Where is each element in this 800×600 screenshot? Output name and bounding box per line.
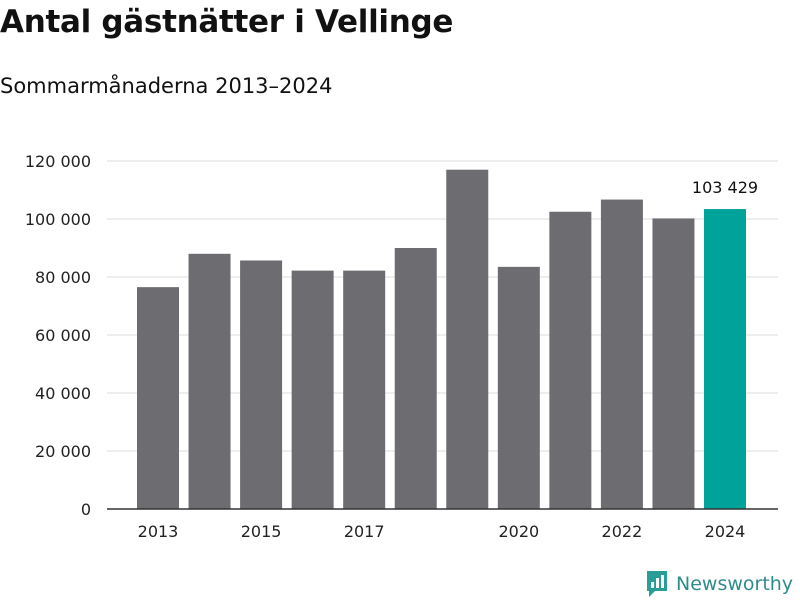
x-tick-label: 2017: [344, 522, 385, 541]
brand-logo[interactable]: Newsworthy: [645, 569, 793, 599]
y-tick-label: 120 000: [25, 152, 91, 171]
bar: [240, 260, 283, 509]
y-tick-label: 60 000: [35, 326, 91, 345]
bar: [137, 287, 179, 509]
x-tick-label: 2022: [602, 522, 643, 541]
bar: [394, 248, 437, 509]
bar-highlight: [704, 209, 746, 509]
x-tick-label: 2013: [138, 522, 179, 541]
bar: [343, 270, 386, 509]
bar: [652, 218, 695, 510]
chart-title: Antal gästnätter i Vellinge: [0, 4, 454, 40]
y-tick-label: 0: [81, 500, 91, 519]
brand-name: Newsworthy: [676, 573, 794, 595]
chart-subtitle: Sommarmånaderna 2013–2024: [0, 74, 333, 98]
y-tick-label: 100 000: [25, 210, 91, 229]
bar: [600, 199, 643, 509]
bar: [188, 253, 231, 509]
y-tick-label: 20 000: [35, 442, 91, 461]
bar: [291, 270, 334, 509]
bar: [497, 266, 540, 509]
newsworthy-logo-icon: [647, 571, 667, 597]
bar: [549, 211, 592, 509]
y-tick-label: 40 000: [35, 384, 91, 403]
x-tick-label: 2015: [241, 522, 282, 541]
data-label: 103 429: [692, 178, 758, 197]
bar: [446, 169, 489, 509]
y-tick-label: 80 000: [35, 268, 91, 287]
x-tick-label: 2020: [498, 522, 539, 541]
x-tick-label: 2024: [705, 522, 746, 541]
